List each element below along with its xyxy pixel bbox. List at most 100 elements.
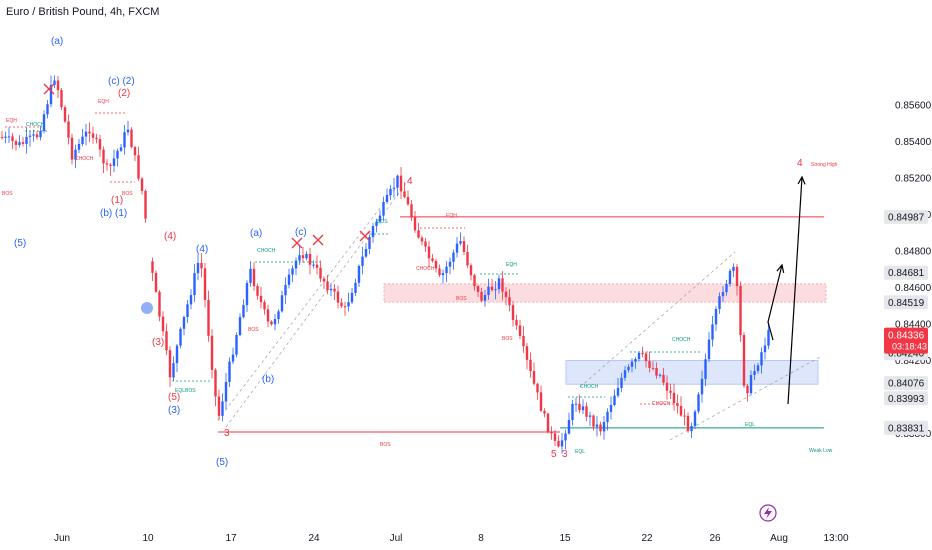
candle [11, 132, 14, 150]
candle [207, 290, 210, 342]
candle-body [343, 306, 347, 308]
cross-marker [43, 83, 55, 95]
candle [392, 178, 396, 198]
candle-body [53, 80, 56, 85]
time-tick-label: 22 [641, 533, 653, 544]
zones-layer [383, 283, 827, 385]
supply-zone [383, 283, 827, 303]
candle-body [763, 345, 767, 353]
candle-body [165, 331, 168, 351]
candle [434, 258, 438, 273]
candle [25, 127, 28, 154]
demand-zone [565, 360, 819, 385]
candle [494, 280, 497, 300]
candle-body [49, 84, 53, 105]
candle [609, 396, 613, 420]
structure-label: EQH [6, 118, 17, 124]
candle [616, 377, 620, 398]
candle [469, 263, 473, 281]
candle-body [14, 141, 18, 145]
candle [746, 383, 749, 402]
candle [679, 396, 683, 417]
structure-label: BOS [2, 191, 13, 197]
lightning-icon[interactable] [759, 504, 777, 522]
candle [476, 285, 480, 297]
candle-countdown: 03:18:43 [892, 342, 927, 352]
candle [319, 260, 322, 283]
price-tick-label: 0.85600 [895, 101, 932, 112]
candle-body [245, 282, 249, 306]
candle [287, 268, 291, 289]
candle [172, 356, 175, 381]
marks-layer [5, 83, 806, 405]
candle-body [693, 411, 697, 427]
candle-body [109, 164, 112, 166]
structure-label: EQLBOS [175, 388, 196, 394]
wave-label: (a) [250, 228, 262, 239]
candle [182, 315, 186, 336]
candle [112, 149, 116, 173]
structure-label: BOS [122, 191, 133, 197]
candle-body [742, 335, 746, 386]
candle-body [644, 353, 648, 362]
candle [595, 416, 599, 437]
candle [84, 123, 88, 146]
wave-label: (4) [164, 231, 176, 242]
candle [165, 323, 168, 356]
candle [665, 375, 669, 400]
candle-body [473, 275, 476, 287]
wave-label: (1) [111, 195, 123, 206]
candle [497, 274, 501, 294]
candle [322, 276, 326, 289]
candle [606, 408, 609, 431]
candle-body [137, 155, 140, 179]
structure-label: CHOCH [257, 248, 276, 254]
candle [620, 372, 623, 393]
candle [627, 364, 630, 373]
candle-body [200, 262, 203, 269]
cross-stroke [312, 234, 324, 246]
candle-body [172, 363, 175, 378]
candle [224, 372, 228, 409]
candle [291, 265, 294, 283]
candle-body [182, 317, 186, 329]
candle [459, 232, 462, 246]
candle [168, 346, 172, 387]
candle-body [63, 107, 67, 122]
candle [340, 298, 343, 308]
candle-body [242, 305, 245, 318]
candle [308, 247, 312, 275]
candle-body [417, 230, 420, 238]
candle [707, 331, 711, 362]
candle-body [319, 267, 322, 279]
candle-body [620, 377, 623, 388]
candle-body [329, 288, 333, 291]
candle-body [427, 246, 431, 259]
candle [130, 127, 133, 149]
time-tick-label: 15 [559, 533, 571, 544]
candle [21, 136, 25, 147]
candle-body [140, 178, 144, 191]
candle [161, 311, 165, 337]
channel-line [579, 251, 736, 388]
candle-body [627, 366, 630, 371]
candle-body [529, 359, 532, 372]
candle-body [585, 406, 588, 417]
candle [536, 382, 539, 401]
candle-body [399, 175, 403, 192]
candle-body [102, 149, 105, 164]
candle-body [424, 241, 427, 247]
wave-label: (5) [168, 392, 180, 403]
candle-body [718, 296, 721, 310]
candle [704, 353, 707, 386]
candle-body [637, 353, 641, 360]
candle [263, 299, 266, 315]
wave-label: 4 [797, 158, 803, 169]
wave-label: 5 [551, 449, 557, 460]
candle [504, 287, 508, 306]
badge-bg [884, 376, 928, 391]
candle [301, 246, 305, 263]
price-tick-label: 0.84200 [895, 356, 932, 367]
